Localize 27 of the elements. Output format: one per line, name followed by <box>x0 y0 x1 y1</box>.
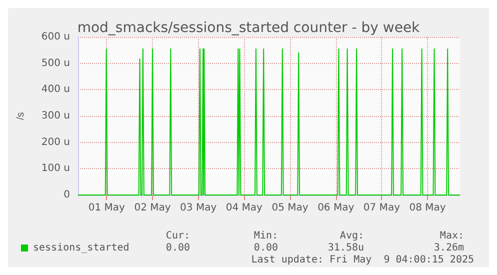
text: Avg: <box>340 230 364 242</box>
text: Max: <box>440 230 464 242</box>
x-tick-label: 05 May <box>272 202 308 214</box>
x-tick-label: 03 May <box>180 202 217 214</box>
y-tick-label: 0 <box>64 190 70 200</box>
chart-title: mod_smacks/sessions_started counter - by week <box>77 20 421 36</box>
x-tick-label: 01 May <box>88 202 126 214</box>
x-tick-label: 02 May <box>134 202 171 214</box>
x-tick-label: 06 May <box>318 202 354 214</box>
text: Last update: Fri May 9 04:00:15 2025 <box>251 254 474 266</box>
y-tick-label: 100 u <box>41 163 70 174</box>
y-tick-label: 200 u <box>41 136 70 148</box>
text: 0.00 <box>254 242 278 254</box>
text: Cur: <box>166 230 190 242</box>
text: Min: <box>254 230 278 242</box>
legend-label: sessions_started <box>33 242 130 254</box>
text: 3.26m <box>434 242 464 254</box>
y-tick-label: 400 u <box>41 84 70 96</box>
text: 0.00 <box>166 242 190 254</box>
x-tick-label: 04 May <box>226 202 263 214</box>
x-tick-label: 08 May <box>409 202 446 214</box>
y-tick-label: 300 u <box>41 110 70 122</box>
y-tick-label: 600 u <box>41 32 70 42</box>
y-axis-title: /s <box>16 112 26 120</box>
x-tick-label: 07 May <box>363 202 400 214</box>
y-tick-label: 500 u <box>41 58 70 69</box>
text: 31.58u <box>328 242 364 254</box>
